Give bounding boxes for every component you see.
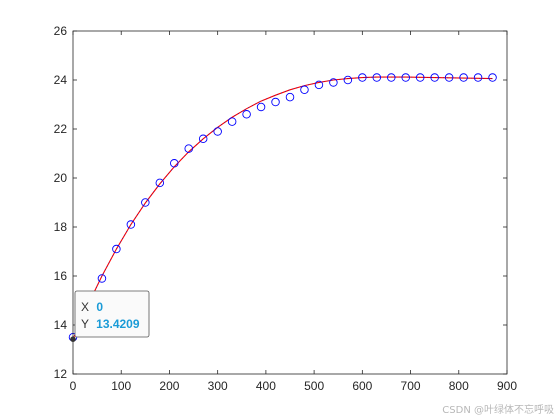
data-point bbox=[184, 144, 193, 153]
data-point bbox=[271, 97, 280, 107]
datatip-x-row: X 0 bbox=[81, 300, 103, 314]
y-tick-label: 14 bbox=[54, 318, 68, 332]
data-point bbox=[430, 73, 439, 82]
data-point bbox=[126, 220, 136, 229]
datatip-marker[interactable] bbox=[70, 336, 76, 342]
datatip-x-value: 0 bbox=[96, 300, 103, 314]
data-point bbox=[141, 198, 150, 207]
data-point bbox=[198, 134, 208, 144]
data-point bbox=[387, 73, 396, 82]
x-tick-label: 600 bbox=[352, 379, 372, 393]
x-tick-label: 300 bbox=[208, 379, 228, 393]
data-point bbox=[242, 110, 251, 119]
data-point bbox=[213, 127, 222, 136]
data-point bbox=[459, 73, 468, 82]
x-tick-label: 0 bbox=[70, 379, 77, 393]
y-tick-label: 18 bbox=[54, 220, 68, 234]
data-point bbox=[343, 75, 353, 85]
datatip-y-row: Y 13.4209 bbox=[81, 317, 140, 331]
datatip-box bbox=[74, 290, 150, 338]
y-tick-label: 24 bbox=[54, 73, 68, 87]
datatip[interactable]: X 0 Y 13.4209 bbox=[70, 290, 150, 342]
data-point bbox=[256, 102, 266, 112]
data-point bbox=[314, 80, 324, 90]
data-point bbox=[155, 178, 165, 188]
x-tick-label: 900 bbox=[497, 379, 517, 393]
data-point bbox=[97, 274, 107, 283]
datatip-x-label: X bbox=[81, 300, 89, 314]
y-axis: 12 14 16 18 20 22 24 26 bbox=[54, 24, 507, 381]
data-point bbox=[358, 73, 367, 82]
y-tick-label: 22 bbox=[54, 122, 68, 136]
fit-line-series bbox=[72, 76, 493, 340]
x-tick-label: 200 bbox=[159, 379, 179, 393]
data-point bbox=[488, 73, 497, 82]
data-point bbox=[227, 117, 237, 126]
datatip-y-label: Y bbox=[81, 317, 89, 331]
y-tick-label: 20 bbox=[54, 171, 68, 185]
x-axis: 0 100 200 300 400 500 600 700 800 900 bbox=[70, 31, 517, 393]
y-tick-label: 16 bbox=[54, 269, 68, 283]
y-tick-label: 26 bbox=[54, 24, 68, 38]
data-point bbox=[372, 73, 382, 82]
fit-line bbox=[72, 76, 493, 340]
data-point bbox=[329, 78, 338, 87]
x-tick-label: 100 bbox=[111, 379, 131, 393]
plot-frame bbox=[72, 30, 508, 375]
data-point bbox=[112, 244, 121, 254]
data-point bbox=[285, 92, 295, 102]
y-tick-label: 12 bbox=[54, 367, 68, 381]
data-point bbox=[473, 73, 483, 82]
data-point bbox=[170, 159, 179, 168]
datatip-y-value: 13.4209 bbox=[96, 317, 140, 331]
data-point bbox=[444, 73, 454, 82]
data-point bbox=[401, 73, 410, 82]
x-tick-label: 800 bbox=[449, 379, 469, 393]
x-tick-label: 500 bbox=[304, 379, 324, 393]
x-tick-label: 700 bbox=[401, 379, 421, 393]
data-point bbox=[415, 73, 425, 82]
data-point bbox=[300, 85, 309, 95]
watermark: CSDN @叶绿体不忘呼吸 bbox=[442, 403, 554, 416]
data-points-series bbox=[68, 73, 497, 342]
x-tick-label: 400 bbox=[256, 379, 276, 393]
